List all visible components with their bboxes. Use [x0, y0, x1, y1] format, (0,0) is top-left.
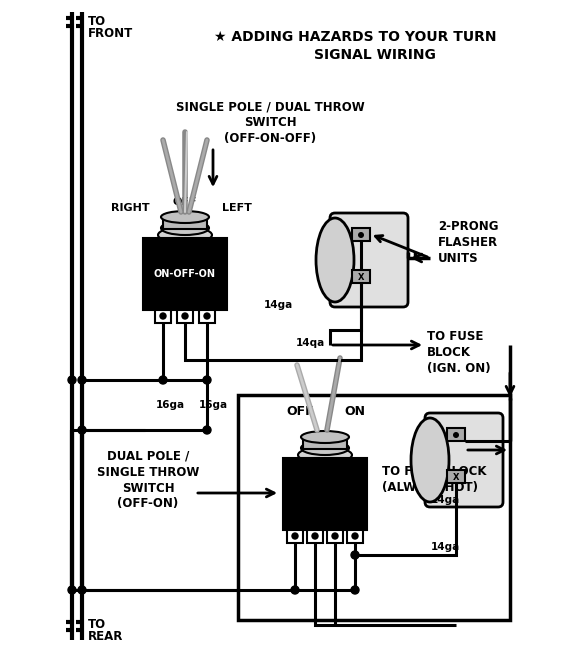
Text: DUAL POLE /
SINGLE THROW
SWITCH
(OFF-ON): DUAL POLE / SINGLE THROW SWITCH (OFF-ON) [97, 449, 199, 510]
Circle shape [453, 432, 459, 438]
Circle shape [78, 376, 86, 384]
Circle shape [292, 533, 298, 539]
Text: ON: ON [345, 405, 366, 418]
Bar [307, 530, 323, 543]
Circle shape [203, 376, 211, 384]
Circle shape [351, 551, 359, 559]
Ellipse shape [298, 447, 352, 463]
FancyBboxPatch shape [425, 413, 503, 507]
Ellipse shape [301, 431, 349, 443]
Bar [238, 395, 510, 620]
Text: 16ga: 16ga [199, 400, 228, 410]
Bar [287, 530, 303, 543]
Text: ON-OFF-ON: ON-OFF-ON [154, 269, 216, 279]
FancyBboxPatch shape [330, 213, 408, 307]
Text: REAR: REAR [88, 630, 123, 643]
Text: ★ ADDING HAZARDS TO YOUR TURN
        SIGNAL WIRING: ★ ADDING HAZARDS TO YOUR TURN SIGNAL WIR… [214, 30, 496, 62]
Ellipse shape [161, 221, 209, 235]
Bar [447, 470, 465, 483]
Text: 14ga: 14ga [430, 542, 460, 552]
Text: LEFT: LEFT [222, 203, 252, 213]
Text: X: X [453, 472, 459, 481]
Bar [303, 437, 347, 449]
Circle shape [78, 426, 86, 434]
Text: FRONT: FRONT [88, 27, 133, 40]
Text: TO: TO [88, 15, 106, 28]
Text: 14ga: 14ga [430, 495, 460, 505]
Ellipse shape [301, 441, 349, 455]
Circle shape [332, 533, 338, 539]
Bar [283, 458, 367, 530]
Circle shape [182, 313, 188, 319]
Circle shape [352, 533, 358, 539]
Text: X: X [358, 272, 365, 282]
Bar [347, 530, 363, 543]
Bar [352, 270, 370, 283]
Text: SINGLE POLE / DUAL THROW
SWITCH
(OFF-ON-OFF): SINGLE POLE / DUAL THROW SWITCH (OFF-ON-… [175, 100, 365, 145]
Circle shape [78, 586, 86, 594]
Bar [177, 310, 193, 323]
Ellipse shape [411, 418, 449, 502]
Bar [163, 217, 207, 229]
Text: 2-PRONG
FLASHER
UNITS: 2-PRONG FLASHER UNITS [438, 220, 499, 265]
Text: OFF: OFF [286, 405, 314, 418]
Text: TO FUSE BLOCK
(ALWAYS HOT): TO FUSE BLOCK (ALWAYS HOT) [382, 465, 487, 494]
Circle shape [358, 232, 364, 238]
Circle shape [160, 313, 166, 319]
Ellipse shape [161, 211, 209, 223]
Bar [143, 238, 227, 310]
Text: 14qa: 14qa [296, 338, 325, 348]
Bar [447, 428, 465, 441]
Bar [327, 530, 343, 543]
Text: TO FUSE
BLOCK
(IGN. ON): TO FUSE BLOCK (IGN. ON) [427, 330, 491, 375]
Circle shape [68, 586, 76, 594]
Bar [199, 310, 215, 323]
Text: RIGHT: RIGHT [111, 203, 149, 213]
Text: TO: TO [88, 618, 106, 631]
Circle shape [351, 586, 359, 594]
Ellipse shape [316, 218, 354, 302]
Ellipse shape [158, 227, 212, 243]
Bar [352, 228, 370, 241]
Circle shape [203, 426, 211, 434]
Circle shape [312, 533, 318, 539]
Text: OFF: OFF [173, 197, 197, 207]
Text: 14ga: 14ga [263, 300, 293, 310]
Text: 16ga: 16ga [156, 400, 185, 410]
Bar [155, 310, 171, 323]
Circle shape [204, 313, 210, 319]
Circle shape [68, 376, 76, 384]
Circle shape [159, 376, 167, 384]
Circle shape [291, 586, 299, 594]
